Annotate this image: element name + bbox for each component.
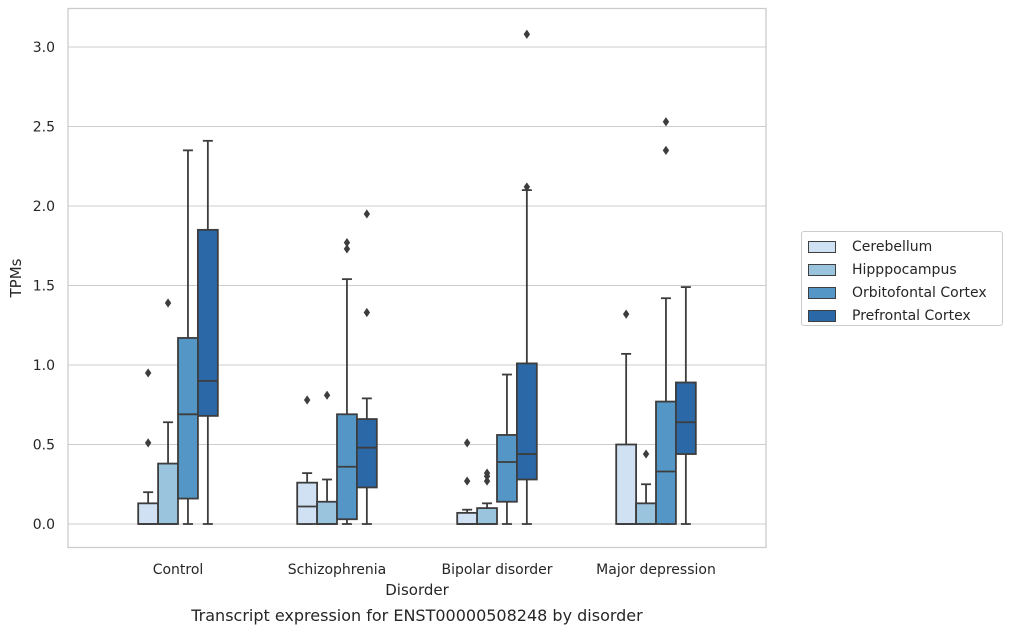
box-3-1 (355, 209, 378, 525)
box-0-0 (137, 368, 159, 525)
box-0-2 (456, 438, 479, 525)
box-body (516, 362, 538, 481)
legend-label: Prefrontal Cortex (852, 307, 971, 324)
outlier-point (343, 237, 351, 248)
x-tick-label: Major depression (596, 562, 716, 578)
outlier-point (343, 244, 351, 254)
outlier-point (323, 390, 331, 400)
legend: Cerebellum Hipppocampus Orbitofontal Corte… (801, 231, 1003, 326)
legend-swatch (808, 309, 836, 322)
legend-swatch (808, 241, 836, 254)
box-body (196, 228, 219, 417)
box-3-0 (196, 139, 219, 525)
outlier-point (463, 438, 471, 448)
legend-item: Cerebellum (808, 236, 1002, 259)
box-3-2 (516, 29, 538, 525)
outlier-point (363, 209, 371, 219)
y-tick-label: 1.5 (33, 279, 55, 295)
boxes (137, 29, 697, 525)
y-axis-label: TPMs (7, 258, 25, 298)
box-2-3 (655, 117, 677, 525)
legend-swatch (808, 264, 836, 277)
plot-frame (67, 7, 767, 549)
box-2-1 (336, 237, 358, 525)
legend-item: Hipppocampus (808, 259, 1002, 282)
box-body (137, 502, 159, 525)
y-tick-label: 0.0 (33, 517, 55, 533)
box-body (296, 481, 319, 525)
legend-item: Prefrontal Cortex (808, 304, 1002, 327)
box-body (456, 511, 479, 525)
outlier-point (523, 29, 531, 39)
y-tick-label: 2.5 (33, 120, 55, 136)
y-tick-label: 2.0 (33, 199, 55, 215)
legend-label: Cerebellum (852, 239, 933, 256)
box-1-2 (476, 468, 498, 525)
figure-caption: Transcript expression for ENST0000050824… (191, 606, 643, 625)
outlier-point (483, 468, 491, 478)
box-0-1 (296, 395, 319, 525)
box-body (157, 462, 179, 525)
box-3-3 (675, 286, 697, 525)
outlier-point (144, 368, 152, 378)
x-tick-label: Bipolar disorder (441, 562, 552, 578)
box-body (496, 434, 518, 503)
box-body (675, 381, 697, 455)
box-1-0 (157, 298, 179, 525)
box-body (355, 418, 378, 489)
outlier-point (303, 395, 311, 405)
outlier-point (662, 117, 670, 127)
x-axis-label: Disorder (385, 581, 449, 599)
legend-item: Orbitofontal Cortex (808, 282, 1002, 305)
y-tick-label: 3.0 (33, 40, 55, 56)
outlier-point (483, 476, 491, 486)
x-tick-label: Schizophrenia (288, 562, 386, 578)
outlier-point (642, 449, 650, 459)
legend-label: Hipppocampus (852, 262, 957, 279)
box-2-0 (177, 149, 199, 525)
outlier-point (164, 298, 172, 308)
box-body (655, 400, 677, 525)
box-1-1 (316, 390, 338, 525)
legend-label: Orbitofontal Cortex (852, 284, 987, 301)
box-body (615, 443, 638, 525)
outlier-point (662, 145, 670, 155)
outlier-point (363, 307, 371, 318)
box-1-3 (635, 449, 657, 525)
box-0-3 (615, 309, 638, 525)
box-body (476, 507, 498, 525)
legend-swatch (808, 286, 836, 299)
y-tick-label: 0.5 (33, 438, 55, 454)
box-body (635, 502, 657, 525)
box-body (177, 337, 199, 500)
outlier-point (463, 476, 471, 486)
box-body (316, 500, 338, 525)
x-tick-label: Control (153, 562, 204, 578)
x-tick-labels: Control Schizophrenia Bipolar disorder Majo… (153, 562, 716, 578)
outlier-point (523, 182, 531, 192)
y-tick-label: 1.0 (33, 358, 55, 374)
y-tick-labels: 0.0 0.5 1.0 1.5 2.0 2.5 3.0 (33, 40, 55, 533)
outlier-point (622, 309, 630, 319)
box-2-2 (496, 373, 518, 525)
outlier-point (144, 438, 152, 448)
